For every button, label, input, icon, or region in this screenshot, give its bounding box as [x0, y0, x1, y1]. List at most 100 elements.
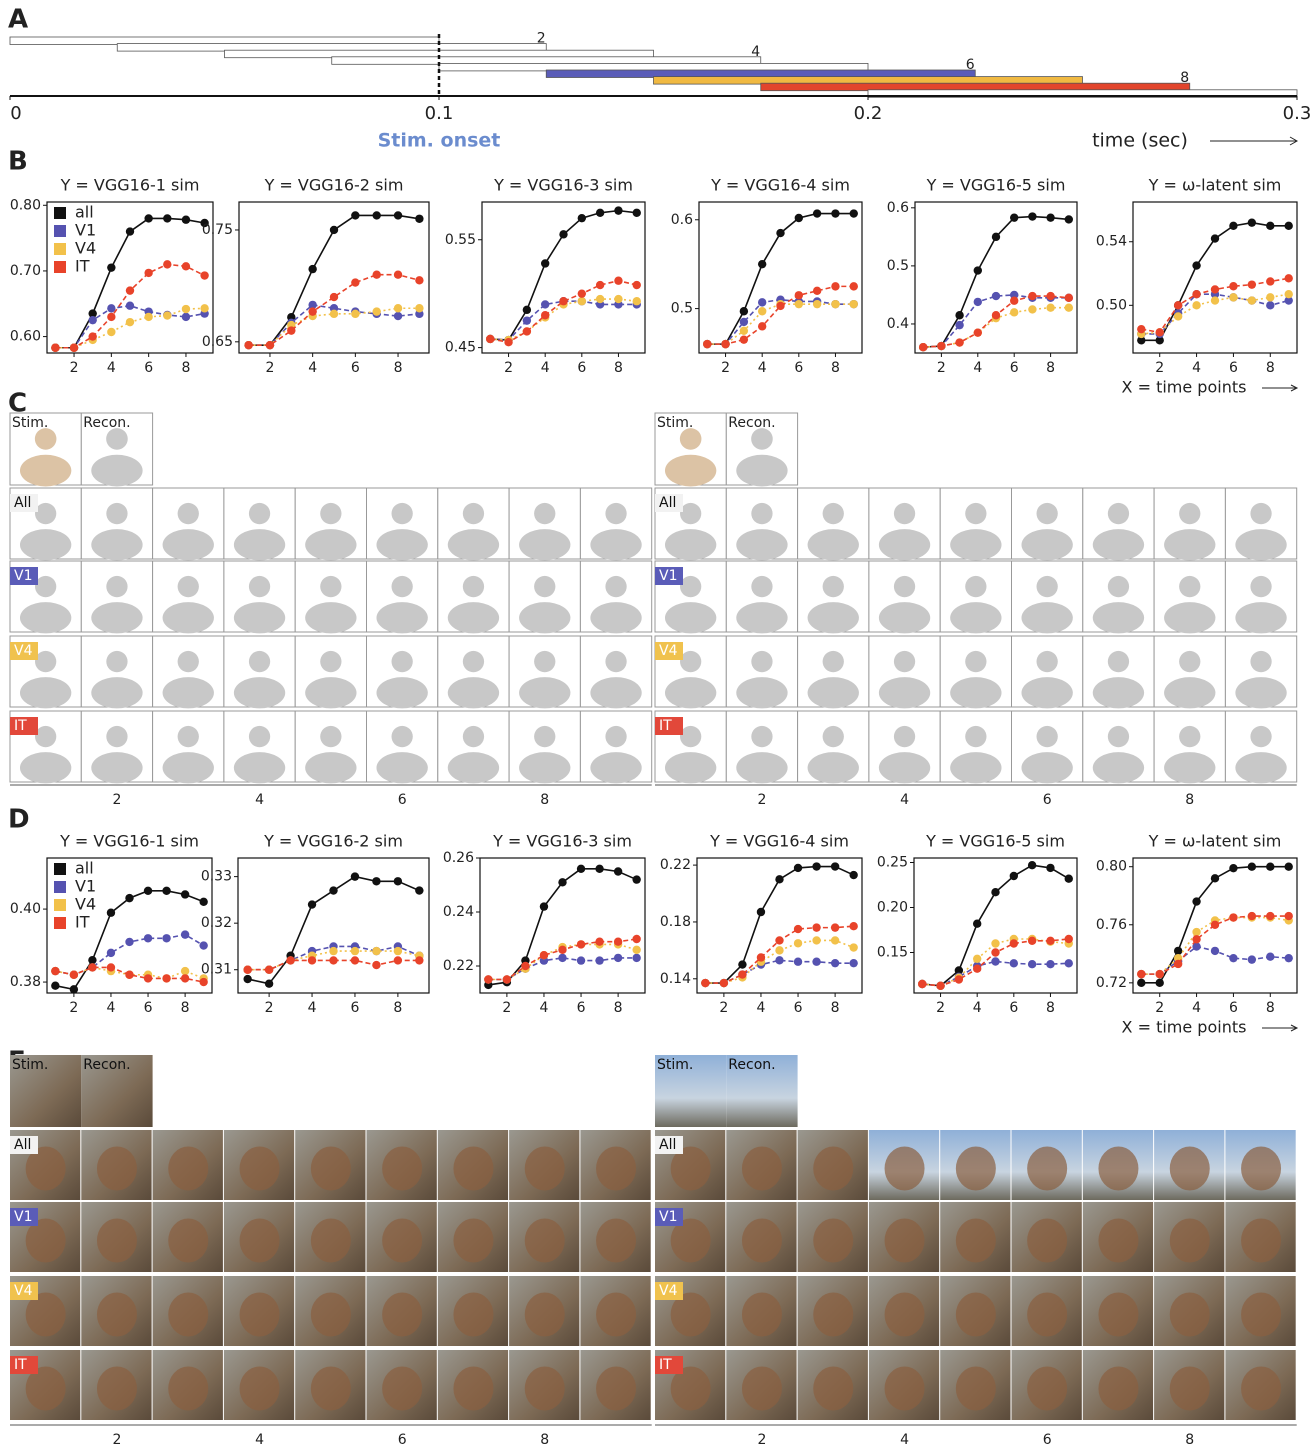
data-point [182, 216, 190, 224]
placeholder-head [178, 503, 199, 524]
data-point [1229, 282, 1237, 290]
x-tick-label: 2 [265, 1000, 274, 1016]
data-point [1174, 301, 1182, 309]
placeholder-head [1108, 726, 1129, 747]
data-point [329, 886, 337, 894]
y-tick-label: 0.25 [877, 855, 908, 871]
data-point [918, 980, 926, 988]
image-subject [97, 1147, 137, 1191]
data-point [740, 318, 748, 326]
data-point [577, 956, 585, 964]
data-point [308, 307, 316, 315]
data-point [1229, 293, 1237, 301]
x-tick-label: 4 [539, 1000, 548, 1016]
legend-label: all [75, 203, 94, 222]
data-point [1266, 863, 1274, 871]
legend-swatch [54, 881, 66, 893]
placeholder-body [665, 602, 716, 633]
image-subject [168, 1367, 208, 1411]
y-tick-label: 0.6 [887, 200, 909, 216]
data-point [1211, 234, 1219, 242]
data-point [992, 233, 1000, 241]
data-point [794, 864, 802, 872]
placeholder-body [808, 677, 859, 708]
data-point [1211, 947, 1219, 955]
data-point [1285, 274, 1293, 282]
data-point [415, 304, 423, 312]
placeholder-head [680, 576, 701, 597]
data-point [51, 982, 59, 990]
data-point [107, 949, 115, 957]
y-tick-label: 0.20 [877, 900, 908, 916]
placeholder-body [448, 677, 499, 708]
data-point [125, 938, 133, 946]
placeholder-body [1021, 752, 1072, 783]
image-subject [1241, 1219, 1281, 1263]
x-tick-label: 6 [1043, 1432, 1052, 1448]
x-tick-label: 2 [504, 360, 513, 376]
placeholder-body [665, 677, 716, 708]
placeholder-body [376, 602, 427, 633]
x-tick-label: 6 [577, 360, 586, 376]
data-point [351, 947, 359, 955]
data-point [831, 300, 839, 308]
placeholder-body [20, 752, 71, 783]
legend-label: IT [75, 257, 90, 276]
plot-frame [915, 202, 1077, 353]
data-point [1248, 863, 1256, 871]
data-point [394, 211, 402, 219]
placeholder-body [234, 602, 285, 633]
data-point [595, 938, 603, 946]
data-point [578, 214, 586, 222]
data-point [1010, 308, 1018, 316]
image-subject [240, 1293, 280, 1337]
data-point [70, 971, 78, 979]
data-point [372, 211, 380, 219]
data-point [88, 963, 96, 971]
data-point [776, 229, 784, 237]
data-point [1156, 970, 1164, 978]
placeholder-head [35, 428, 57, 450]
panel-letter: A [8, 5, 28, 35]
data-point [351, 956, 359, 964]
row-label: All [14, 495, 31, 511]
data-point [1285, 863, 1293, 871]
y-tick-label: 0.33 [201, 869, 232, 885]
data-point [632, 935, 640, 943]
data-point [849, 943, 857, 951]
data-point [1046, 213, 1054, 221]
data-point [1248, 912, 1256, 920]
y-tick-label: 0.6 [671, 212, 693, 228]
data-point [265, 979, 273, 987]
x-tick-label: 2 [936, 1000, 945, 1016]
data-point [721, 340, 729, 348]
data-point [831, 282, 839, 290]
placeholder-head [1108, 651, 1129, 672]
y-tick-label: 0.80 [1096, 859, 1127, 875]
chart-title: Y = VGG16-2 sim [264, 176, 404, 195]
image-header-label: Stim. [657, 415, 693, 431]
data-point [813, 209, 821, 217]
row-label: V4 [659, 1283, 678, 1299]
y-tick-label: 0.40 [10, 901, 41, 917]
placeholder-head [178, 726, 199, 747]
placeholder-body [448, 529, 499, 560]
data-point [182, 262, 190, 270]
placeholder-head [605, 726, 626, 747]
data-point [813, 287, 821, 295]
data-point [1211, 921, 1219, 929]
data-point [521, 962, 529, 970]
data-point [633, 297, 641, 305]
x-tick-label: 6 [1010, 360, 1019, 376]
row-label: All [14, 1137, 31, 1153]
data-point [1046, 292, 1054, 300]
placeholder-head [463, 503, 484, 524]
data-point [1010, 213, 1018, 221]
placeholder-head [106, 726, 127, 747]
data-point [1028, 937, 1036, 945]
image-subject [956, 1293, 996, 1337]
image-header-label: Recon. [83, 415, 130, 431]
placeholder-head [178, 651, 199, 672]
image-subject [168, 1147, 208, 1191]
image-subject [240, 1147, 280, 1191]
